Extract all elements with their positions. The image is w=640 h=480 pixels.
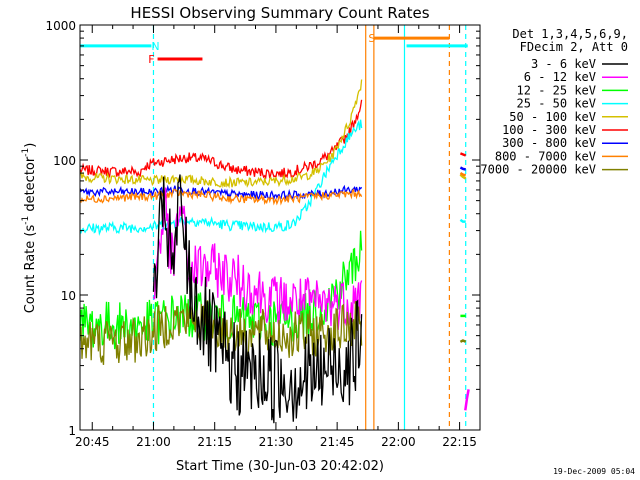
reference-lines [152, 25, 467, 430]
x-axis-label: Start Time (30-Jun-03 20:42:02) [176, 459, 384, 474]
y-label-part: Count Rate (s [23, 225, 38, 314]
plot-frame [79, 24, 481, 431]
series-line [80, 79, 363, 189]
x-tick-label: 21:15 [197, 435, 232, 449]
flag-label: S [368, 32, 375, 45]
y-tick-label: 100 [53, 154, 76, 168]
y-tick-label: 1 [68, 424, 76, 438]
y-axis-label: Count Rate (s-1 detector-1) [21, 143, 38, 314]
series-tail-line [459, 152, 467, 157]
legend-label: 6 - 12 keV [524, 70, 596, 84]
legend: Det 1,3,4,5,6,9, FDecim 2, Att 0 3 - 6 k… [480, 27, 628, 177]
x-tick-label: 22:00 [381, 435, 416, 449]
series-line [80, 119, 363, 237]
x-tick-label: 22:15 [442, 435, 477, 449]
legend-label: 7000 - 20000 keV [480, 163, 596, 177]
series-tail-line [459, 166, 467, 171]
legend-label: 3 - 6 keV [531, 57, 596, 71]
flag-label: F [148, 53, 154, 66]
y-label-exponent: -1 [21, 148, 31, 157]
legend-label: 50 - 100 keV [509, 110, 596, 124]
series-tail-line [464, 389, 470, 411]
series-line [80, 188, 363, 206]
y-label-exponent: -1 [21, 216, 31, 225]
series-line [152, 174, 363, 424]
series-tail-line [459, 339, 467, 343]
legend-label: 100 - 300 keV [502, 123, 596, 137]
legend-label: 25 - 50 keV [517, 97, 596, 111]
x-axis: 20:45 21:00 21:15 21:30 21:45 22:00 22:15 [75, 25, 481, 449]
series-line [80, 184, 363, 202]
series-line [80, 300, 363, 365]
chart-title: HESSI Observing Summary Count Rates [130, 4, 429, 22]
y-axis: 1 10 100 1000 [45, 19, 480, 438]
x-tick-label: 21:45 [320, 435, 355, 449]
legend-label: 300 - 800 keV [502, 136, 596, 150]
x-tick-label: 20:45 [75, 435, 110, 449]
series-tail-line [459, 173, 467, 180]
footer-timestamp: 19-Dec-2009 05:04 [553, 467, 635, 476]
flag-label: N [151, 40, 159, 53]
y-tick-label: 10 [61, 289, 76, 303]
legend-label: 12 - 25 keV [517, 83, 596, 97]
series-layer [80, 79, 470, 424]
series-line [80, 99, 363, 180]
flags-layer: NF S [80, 32, 468, 66]
series-tail-line [459, 172, 467, 177]
legend-header-line: Det 1,3,4,5,6,9, [512, 27, 628, 41]
legend-header-line: FDecim 2, Att 0 [520, 40, 628, 54]
legend-label: 800 - 7000 keV [495, 149, 596, 163]
y-label-part: detector [23, 156, 38, 216]
y-label-part: ) [23, 143, 38, 148]
series-tail-line [459, 218, 466, 223]
y-tick-label: 1000 [45, 19, 76, 33]
x-tick-label: 21:00 [136, 435, 171, 449]
x-tick-label: 21:30 [259, 435, 294, 449]
